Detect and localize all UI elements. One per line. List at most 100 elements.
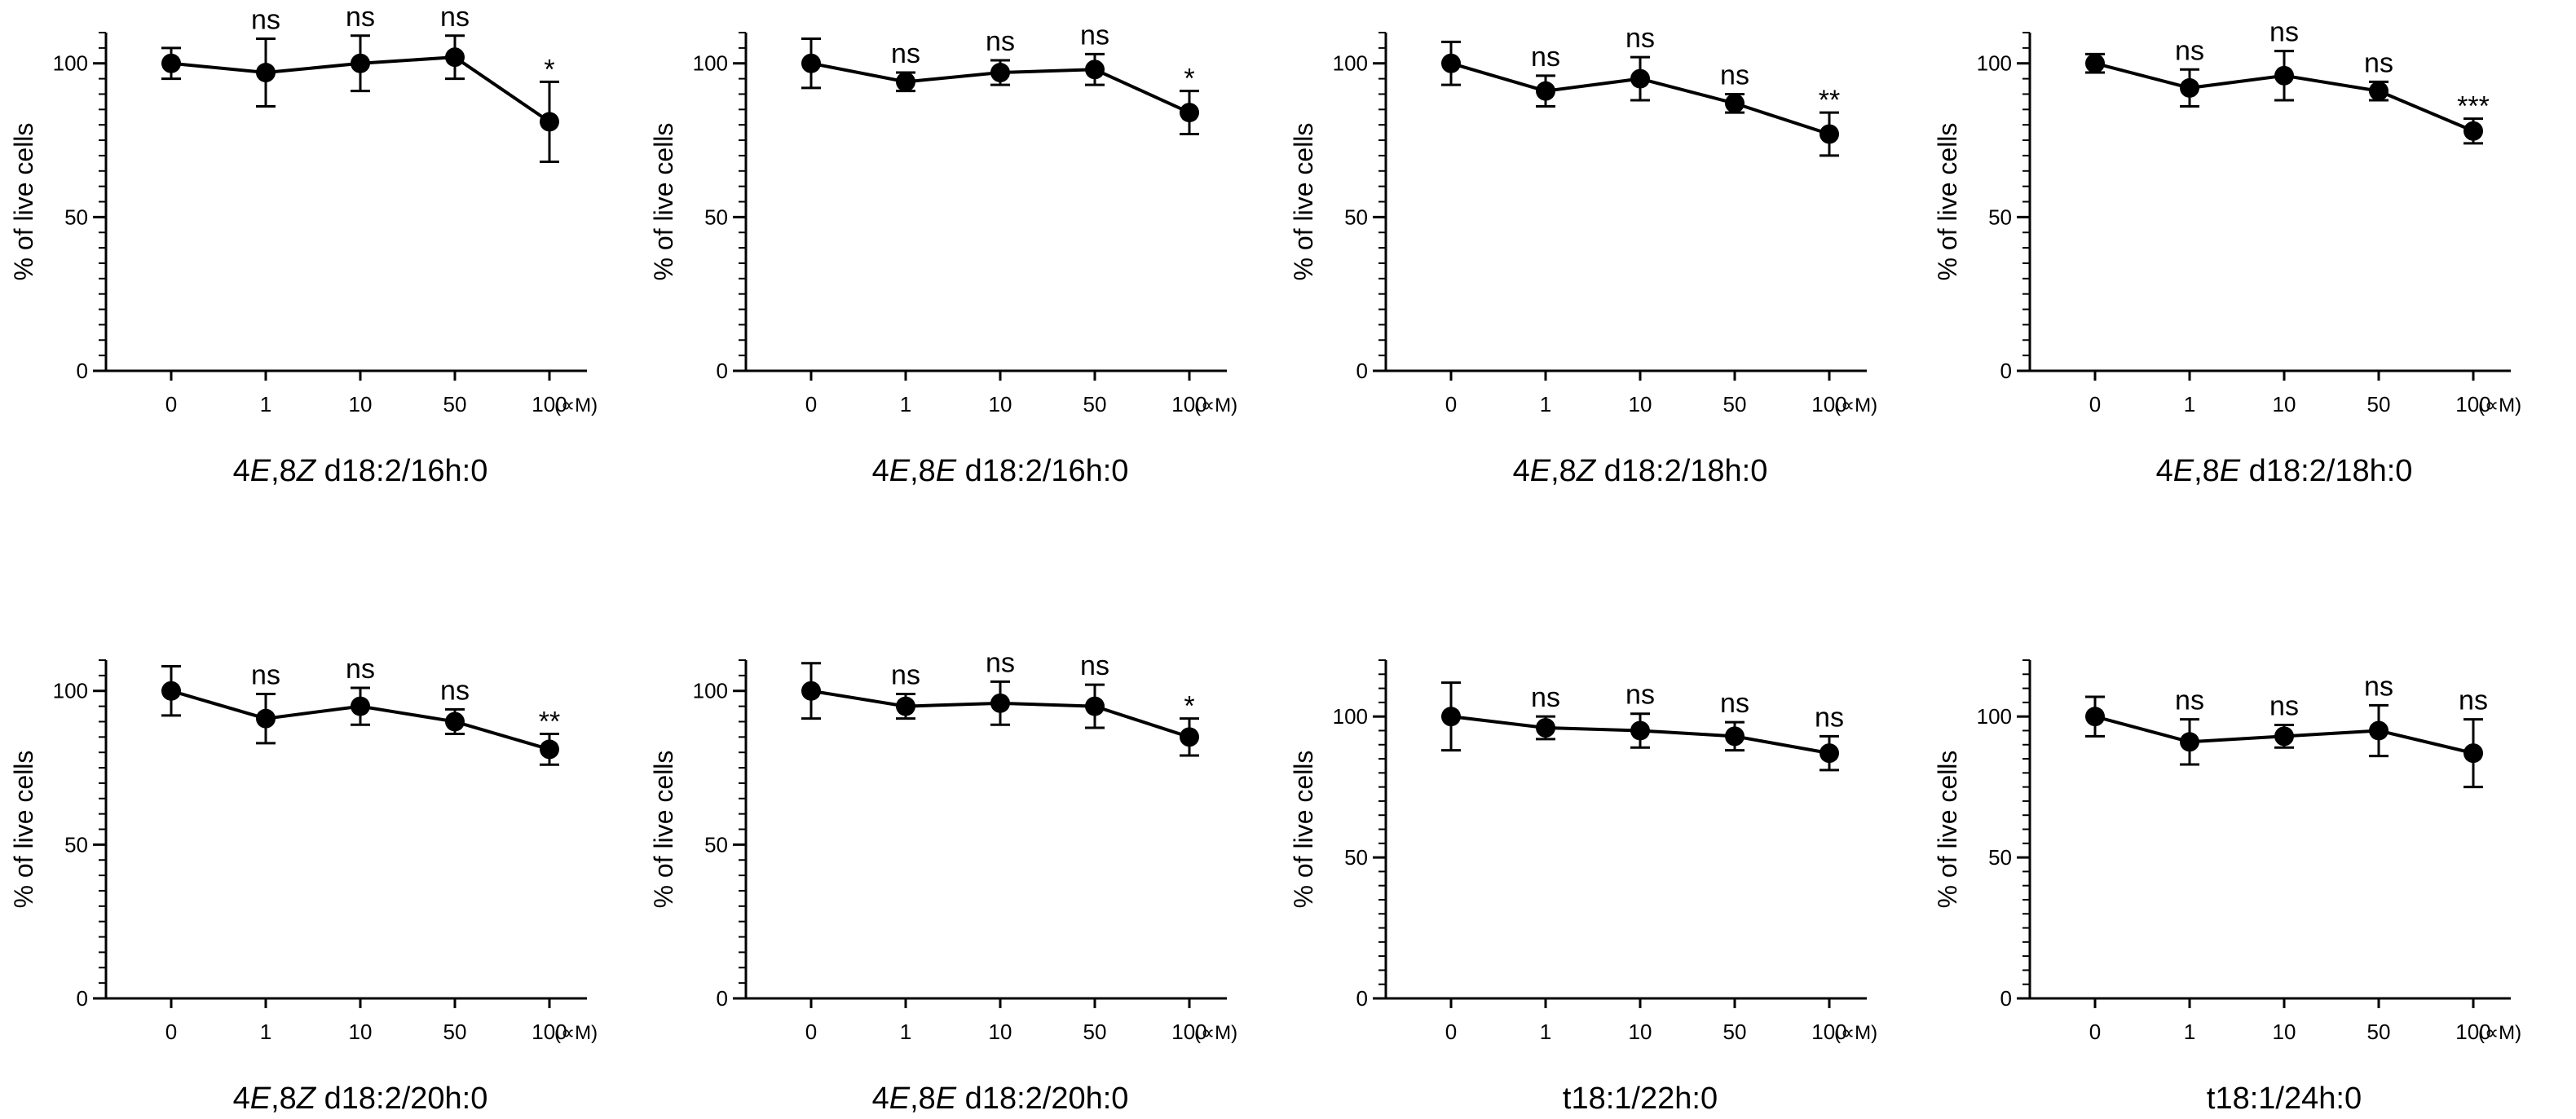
significance-ns: ns	[2175, 35, 2204, 66]
y-tick-label: 100	[1977, 51, 2012, 76]
significance-ns: ns	[251, 660, 280, 691]
panel-title-part: Z	[296, 454, 317, 488]
data-point	[161, 681, 181, 701]
x-tick-label: 1	[260, 392, 271, 416]
panel-title-part: E	[2173, 454, 2194, 488]
x-tick-label: 100	[2455, 392, 2490, 416]
y-tick-label: 100	[53, 51, 88, 76]
panel-title-part: 4	[233, 454, 250, 488]
panel-title-part: 4	[233, 1082, 250, 1116]
significance-ns: ns	[2459, 685, 2488, 716]
x-tick-label: 100	[2455, 1020, 2490, 1044]
y-tick-label: 50	[1344, 845, 1368, 870]
significance-ns: ns	[2364, 671, 2393, 702]
panel-title: 4E,8Z d18:2/16h:0	[233, 454, 488, 488]
data-point	[540, 739, 559, 760]
x-tick-label: 0	[805, 1020, 817, 1044]
panel-title-part: t18:1/22h:0	[1563, 1082, 1718, 1116]
data-point	[1630, 720, 1650, 741]
panel-title-part: E	[250, 1082, 271, 1116]
x-unit-label: (∝M)	[1834, 394, 1877, 416]
data-point	[801, 53, 821, 73]
significance-ns: ns	[1625, 680, 1655, 711]
data-point	[445, 711, 465, 732]
significance-ns: ns	[2364, 47, 2393, 78]
data-point	[1180, 727, 1199, 747]
x-tick-label: 0	[2089, 1020, 2101, 1044]
significance-ns: ns	[891, 660, 920, 691]
data-point	[2180, 732, 2199, 752]
x-unit-label: (∝M)	[1834, 1022, 1877, 1044]
x-tick-label: 100	[532, 1020, 567, 1044]
x-tick-label: 50	[1723, 1020, 1747, 1044]
panel-title-part: d18:2/18h:0	[1595, 454, 1767, 488]
data-point	[1725, 726, 1745, 747]
significance-star: *	[544, 54, 554, 85]
data-point	[896, 72, 915, 92]
significance-ns: ns	[2175, 685, 2204, 716]
x-unit-label: (∝M)	[554, 394, 598, 416]
x-tick-label: 10	[349, 1020, 373, 1044]
panel-title-part: 4	[2156, 454, 2173, 488]
x-tick-label: 50	[2367, 1020, 2391, 1044]
data-point	[2369, 720, 2389, 741]
x-tick-label: 0	[1445, 1020, 1457, 1044]
data-point	[1536, 81, 1555, 101]
data-point	[256, 708, 276, 729]
significance-ns: ns	[1531, 682, 1560, 713]
data-point	[1180, 103, 1199, 123]
significance-ns: ns	[346, 2, 375, 33]
panel-title: 4E,8Z d18:2/18h:0	[1513, 454, 1768, 488]
data-point	[351, 696, 370, 716]
x-tick-label: 1	[2184, 1020, 2195, 1044]
significance-ns: ns	[2269, 691, 2299, 722]
x-tick-label: 0	[1445, 392, 1457, 416]
significance-star: **	[539, 707, 560, 738]
x-tick-label: 10	[349, 392, 373, 416]
x-tick-label: 10	[989, 1020, 1012, 1044]
x-tick-label: 0	[165, 1020, 177, 1044]
y-tick-label: 50	[704, 205, 728, 229]
x-tick-label: 1	[1540, 392, 1551, 416]
x-tick-label: 0	[2089, 392, 2101, 416]
y-tick-label: 50	[704, 832, 728, 857]
y-tick-label: 0	[1356, 359, 1368, 383]
data-point	[2180, 77, 2199, 98]
data-point	[1441, 53, 1461, 73]
data-point	[1820, 124, 1839, 144]
data-point	[1536, 718, 1555, 738]
panel-title-part: E	[936, 454, 957, 488]
data-point	[2464, 121, 2483, 141]
significance-ns: ns	[1720, 59, 1749, 90]
panel-title-part: d18:2/18h:0	[2240, 454, 2412, 488]
x-tick-label: 50	[1723, 392, 1747, 416]
panel-title-part: ,8	[910, 454, 936, 488]
y-tick-label: 100	[1333, 51, 1368, 76]
y-tick-label: 50	[1988, 205, 2012, 229]
x-tick-label: 50	[2367, 392, 2391, 416]
panel-title-part: 4	[1513, 454, 1530, 488]
x-unit-label: (∝M)	[2478, 394, 2521, 416]
panel-title-part: E	[889, 1082, 911, 1116]
panel-title: t18:1/22h:0	[1563, 1082, 1718, 1116]
x-tick-label: 10	[2273, 392, 2296, 416]
significance-ns: ns	[1080, 20, 1109, 51]
data-point	[161, 53, 181, 73]
x-tick-label: 1	[260, 1020, 271, 1044]
panel-title-part: d18:2/16h:0	[956, 454, 1128, 488]
panel-title-part: t18:1/24h:0	[2207, 1082, 2362, 1116]
x-tick-label: 1	[1540, 1020, 1551, 1044]
panel-title-part: Z	[1576, 454, 1597, 488]
significance-ns: ns	[1625, 23, 1655, 54]
y-axis-title: % of live cells	[649, 123, 678, 281]
x-unit-label: (∝M)	[2478, 1022, 2521, 1044]
panel-title-part: 4	[872, 1082, 889, 1116]
x-tick-label: 50	[1083, 392, 1107, 416]
y-axis-title: % of live cells	[1289, 123, 1318, 281]
significance-star: **	[1819, 85, 1840, 116]
